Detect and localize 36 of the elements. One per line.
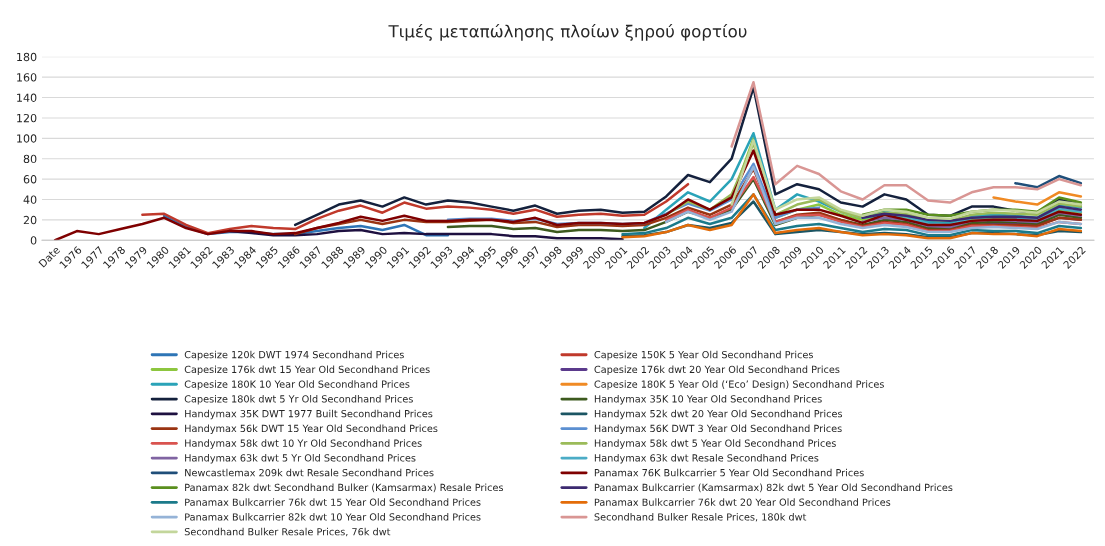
legend-label: Panamax Bulkcarrier (Kamsarmax) 82k dwt 5 Year Old Secondhand Prices [594,483,953,493]
legend-label: Panamax Bulkcarrier 76k dwt 20 Year Old Secondhand Prices [594,498,891,506]
legend-label: Capesize 176k dwt 20 Year Old Secondhand Prices [594,365,840,375]
legend-label: Panamax Bulkcarrier 82k dwt 10 Year Old Secondhand Prices [185,513,481,521]
y-tick-label: 140 [17,93,37,102]
legend-label: Panamax 76K Bulkcarrier 5 Year Old Secondhand Prices [594,468,864,477]
legend-label: Handymax 58k dwt 5 Year Old Secondhand Prices [594,439,836,449]
legend-label: Handymax 35K DWT 1977 Built Secondhand Prices [185,409,433,420]
y-tick-label: 100 [17,134,37,143]
legend-label: Handymax 35K 10 Year Old Secondhand Prices [594,395,822,405]
legend-label: Secondhand Bulker Resale Prices, 180k dwt [594,513,807,522]
y-tick-label: 60 [23,175,37,184]
y-tick-label: 40 [23,195,37,204]
legend-label: Handymax 56K DWT 3 Year Old Secondhand Prices [594,424,842,434]
y-tick-label: 120 [17,113,37,123]
legend-label: Secondhand Bulker Resale Prices, 76k dwt [184,527,391,537]
legend-label: Capesize 180K 10 Year Old Secondhand Prices [184,380,410,390]
y-tick-label: 180 [17,52,37,62]
legend-label: Capesize 176k dwt 15 Year Old Secondhand Prices [184,365,430,375]
legend-label: Capesize 180k dwt 5 Yr Old Secondhand Prices [184,395,413,405]
y-tick-label: 20 [23,215,37,225]
legend-label: Handymax 52k dwt 20 Year Old Secondhand Prices [594,409,843,420]
legend-label: Panamax 82k dwt Secondhand Bulker (Kamsarmax) Resale Prices [185,483,504,493]
legend-label: Handymax 63k dwt 5 Yr Old Secondhand Prices [185,454,416,464]
legend-label: Handymax 58k dwt 10 Yr Old Secondhand Prices [185,439,422,449]
legend-label: Capesize 150K 5 Year Old Secondhand Prices [594,350,813,361]
legend-label: Capesize 180K 5 Year Old (‘Eco’ Design) Secondhand Prices [594,380,884,390]
y-tick-label: 80 [23,154,37,164]
chart-title: Τιμές μεταπώλησης πλοίων ξηρού φορτίου [388,24,747,41]
legend-label: Handymax 63k dwt Resale Secondhand Prices [594,454,819,464]
legend-label: Capesize 120k DWT 1974 Secondhand Prices [184,350,404,361]
legend-label: Newcastlemax 209k dwt Resale Secondhand Prices [185,468,434,477]
legend-label: Handymax 56k DWT 15 Year Old Secondhand Prices [185,424,438,434]
y-tick-label: 160 [17,73,37,82]
y-tick-label: 0 [30,236,37,245]
legend-label: Panamax Bulkcarrier 76k dwt 15 Year Old Secondhand Prices [185,498,481,506]
